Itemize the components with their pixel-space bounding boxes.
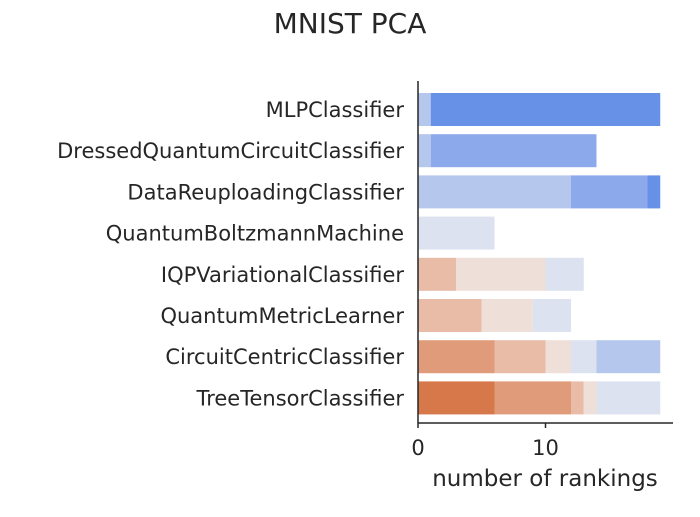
bar-segment-row7-s3 xyxy=(494,340,546,374)
category-label: MLPClassifier xyxy=(266,98,405,122)
bar-segment-row1-s6 xyxy=(418,93,431,126)
bar-segment-row7-s5 xyxy=(571,340,597,374)
x-tick-group: 0 10 xyxy=(411,423,559,460)
bar-segment-row3-s6 xyxy=(418,175,571,209)
category-label: QuantumMetricLearner xyxy=(160,304,404,328)
category-label: TreeTensorClassifier xyxy=(195,386,404,410)
x-axis-label: number of rankings xyxy=(432,466,658,492)
bar-segment-row7-s2 xyxy=(418,340,495,374)
bar-segment-row8-s4 xyxy=(583,381,597,415)
category-label: QuantumBoltzmannMachine xyxy=(106,222,404,246)
chart-title: MNIST PCA xyxy=(274,7,427,40)
bar-segment-row6-s3 xyxy=(418,299,482,332)
bar-segment-row3-s7 xyxy=(571,175,648,209)
bar-segment-row3-s8 xyxy=(647,175,661,209)
bar-segment-row2-s7 xyxy=(430,134,597,168)
bar-segment-row5-s5 xyxy=(545,257,584,291)
category-label: CircuitCentricClassifier xyxy=(165,345,404,369)
category-label: DressedQuantumCircuitClassifier xyxy=(57,139,404,163)
x-tick-label: 0 xyxy=(411,436,424,460)
bar-segment-row7-s4 xyxy=(545,340,571,374)
bars-group xyxy=(418,93,661,415)
category-label: DataReuploadingClassifier xyxy=(127,180,404,204)
category-label: IQPVariationalClassifier xyxy=(161,263,404,287)
x-tick-label: 10 xyxy=(532,436,559,460)
bar-segment-row6-s4 xyxy=(481,299,533,332)
bar-segment-row8-s1 xyxy=(418,381,495,415)
bar-segment-row8-s3 xyxy=(571,381,584,415)
bar-segment-row8-s2 xyxy=(494,381,571,415)
bar-segment-row6-s5 xyxy=(532,299,571,332)
bar-segment-row5-s3 xyxy=(418,257,457,291)
category-labels: MLPClassifier DressedQuantumCircuitClassi… xyxy=(57,98,404,410)
bar-segment-row7-s6 xyxy=(596,340,661,374)
bar-segment-row1-s8 xyxy=(430,93,661,126)
bar-segment-row5-s4 xyxy=(456,257,546,291)
bar-segment-row2-s6 xyxy=(418,134,431,168)
bar-segment-row4-s5 xyxy=(418,216,495,250)
bar-segment-row8-s5 xyxy=(596,381,661,415)
